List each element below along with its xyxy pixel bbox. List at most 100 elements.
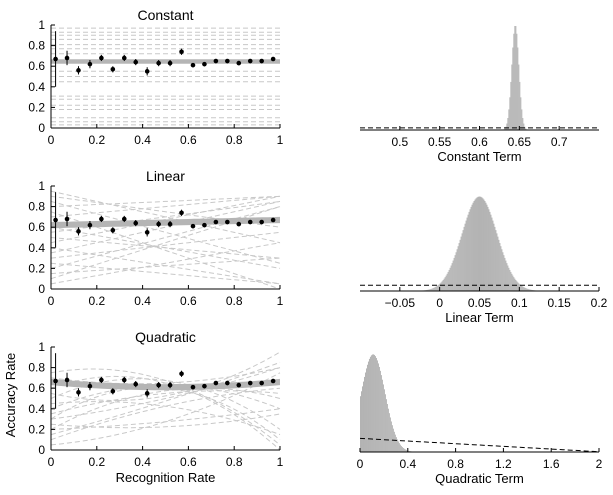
panel-title: Quadratic [135,329,196,345]
histogram-bar [470,209,471,291]
histogram-bar [493,224,494,291]
histogram-bar [482,198,483,291]
histogram-bar [391,421,392,452]
histogram-bar [445,277,446,291]
data-point [248,59,253,64]
y-tick-label: 0.8 [28,361,45,375]
histogram-bar [361,391,362,452]
x-tick-label: 0.8 [226,455,243,469]
histogram-bar [372,355,373,452]
histogram-bar [505,261,506,291]
x-tick-label: 0 [436,296,443,310]
data-point [236,383,241,388]
y-tick-label: 0 [38,121,45,135]
data-point [214,220,219,225]
x-tick-label: 2 [596,457,603,471]
data-point [76,229,81,234]
prior-curve [51,368,280,384]
x-tick-label: 0.05 [468,296,492,310]
x-tick-label: 0 [357,457,364,471]
x-tick-label: 0.8 [226,133,243,147]
histogram-bar [442,281,443,291]
data-point [168,383,173,388]
y-tick-label: 0.2 [28,261,45,275]
histogram-bar [455,255,456,291]
histogram-bar [497,237,498,291]
prior-curve [51,238,280,259]
data-point [111,389,116,394]
x-tick-label: 0.65 [508,135,532,149]
prior-curve [51,263,280,284]
histogram-bar [447,274,448,291]
x-axis-label: Constant Term [437,149,521,164]
x-axis-label: Linear Term [445,310,513,325]
prior-curve [51,207,280,269]
y-axis-label: Accuracy Rate [3,353,18,438]
data-point [111,228,116,233]
x-tick-label: 0.6 [471,135,488,149]
histogram-bar [509,270,510,291]
y-tick-label: 0.6 [28,381,45,395]
data-point [191,224,196,229]
histogram-bar [364,377,365,452]
histogram-bar [366,368,367,452]
histogram-bar [481,197,482,291]
histogram-bar [516,281,517,291]
histogram-bar [387,404,388,452]
y-tick-label: 0 [38,443,45,457]
data-point [236,222,241,227]
histogram-bar [510,272,511,291]
prior-curve [51,207,280,279]
data-point [259,381,264,386]
data-point [156,222,161,227]
y-tick-label: 1 [38,18,45,32]
histogram-bar [499,243,500,291]
histogram-bar [385,394,386,452]
histogram-bar [496,233,497,291]
histogram-bar [360,396,361,452]
y-tick-label: 0.4 [28,241,45,255]
histogram-bar [453,261,454,291]
x-axis-label: Quadratic Term [435,471,524,486]
histogram-bar [365,373,366,452]
histogram-bar [462,233,463,291]
data-point [122,217,127,222]
data-point [99,378,104,383]
prior-curve [51,369,280,445]
histogram-bar [502,252,503,291]
histogram-bar [513,277,514,291]
x-tick-label: −0.05 [385,296,416,310]
data-point [122,378,127,383]
x-tick-label: 1 [277,294,284,308]
histogram-bar [471,207,472,291]
prior-curve [51,196,280,206]
histogram-bar [519,82,520,130]
histogram-bar [478,197,479,291]
histogram-bar [490,215,491,291]
x-tick-label: 0.8 [226,294,243,308]
histogram-bar [495,230,496,291]
data-point [259,220,264,225]
histogram-bar [452,263,453,291]
histogram-bar [467,218,468,291]
histogram-bar [477,197,478,291]
histogram-bar [370,357,371,452]
panel-title: Linear [146,168,185,184]
x-tick-label: 0.2 [88,455,105,469]
histogram-bar [507,266,508,291]
histogram-bar [441,282,442,291]
histogram-bar [491,218,492,291]
y-tick-label: 0.8 [28,39,45,53]
histogram-bar [518,65,519,130]
y-tick-label: 0.6 [28,59,45,73]
data-point [133,221,138,226]
histogram-bar [486,205,487,291]
histogram-bar [517,48,518,131]
histogram-bar [520,285,521,291]
histogram-bar [515,26,516,130]
histogram-bar [389,413,390,452]
histogram-bar [492,221,493,291]
histogram-bar [399,443,400,452]
